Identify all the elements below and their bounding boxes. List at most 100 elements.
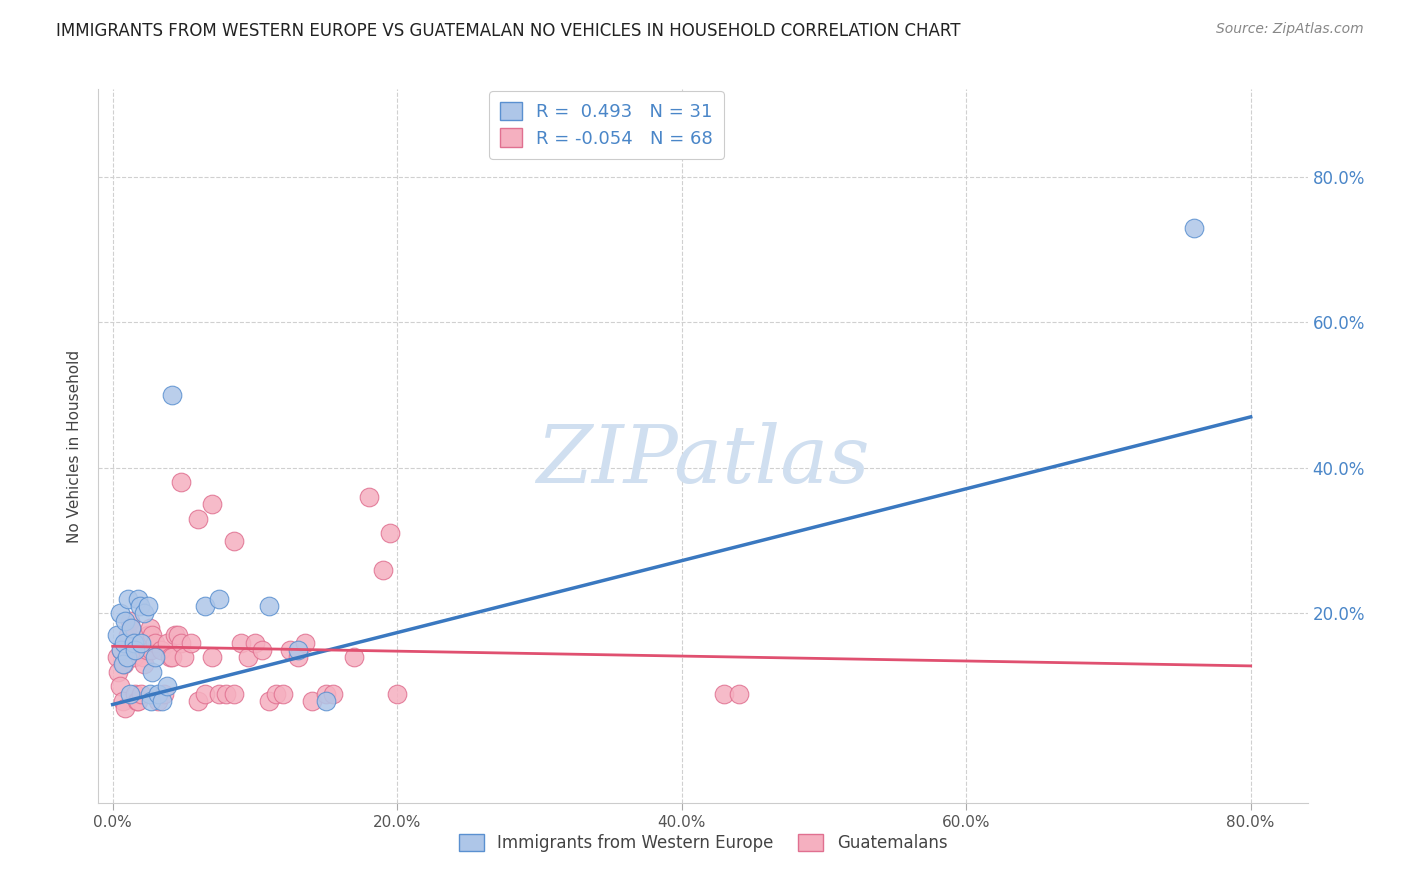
Point [135,643,157,657]
Point [236,650,259,665]
Point [129,687,152,701]
Point [287,643,309,657]
Point [713,687,735,701]
Point [111,657,134,672]
Point [315,687,337,701]
Point [343,650,366,665]
Point [136,628,159,642]
Text: ZIPatlas: ZIPatlas [536,422,870,499]
Point [152,694,174,708]
Point [138,621,160,635]
Point [229,635,252,649]
Point [128,643,150,657]
Point [1182,220,1205,235]
Text: Source: ZipAtlas.com: Source: ZipAtlas.com [1216,22,1364,37]
Point [727,687,749,701]
Point [201,650,224,665]
Point [134,635,156,649]
Text: IMMIGRANTS FROM WESTERN EUROPE VS GUATEMALAN NO VEHICLES IN HOUSEHOLD CORRELATIO: IMMIGRANTS FROM WESTERN EUROPE VS GUATEM… [56,22,960,40]
Legend: Immigrants from Western Europe, Guatemalans: Immigrants from Western Europe, Guatemal… [451,827,955,859]
Point [131,650,153,665]
Point [165,628,187,642]
Point [143,650,166,665]
Point [141,628,163,642]
Point [287,650,309,665]
Point [120,621,142,635]
Point [117,591,139,606]
Point [194,599,217,614]
Point [115,650,138,665]
Point [108,607,131,621]
Point [315,694,337,708]
Point [139,694,162,708]
Point [128,599,150,614]
Point [105,650,128,665]
Point [107,665,129,679]
Point [208,687,231,701]
Point [357,490,380,504]
Point [150,643,173,657]
Point [132,657,155,672]
Point [136,599,159,614]
Point [105,628,128,642]
Point [222,687,245,701]
Point [108,679,131,693]
Point [273,687,295,701]
Y-axis label: No Vehicles in Household: No Vehicles in Household [67,350,83,542]
Point [180,635,202,649]
Point [222,533,245,548]
Point [110,643,132,657]
Point [138,687,160,701]
Point [127,591,149,606]
Point [112,635,135,649]
Point [115,635,138,649]
Point [162,388,184,402]
Point [122,635,145,649]
Point [111,694,134,708]
Point [167,628,190,642]
Point [280,643,302,657]
Point [146,694,169,708]
Point [215,687,238,701]
Point [378,526,401,541]
Point [122,650,145,665]
Point [141,665,163,679]
Point [153,687,176,701]
Point [173,650,195,665]
Point [170,475,193,490]
Point [159,650,181,665]
Point [124,687,146,701]
Point [187,512,209,526]
Point [129,635,152,649]
Point [117,628,139,642]
Point [162,650,184,665]
Point [294,635,316,649]
Point [112,657,135,672]
Point [322,687,344,701]
Point [124,643,146,657]
Point [121,635,143,649]
Point [250,643,273,657]
Point [208,591,231,606]
Point [118,687,141,701]
Point [120,621,142,635]
Point [156,635,179,649]
Point [243,635,266,649]
Point [118,614,141,628]
Point [114,614,136,628]
Point [156,679,179,693]
Point [114,701,136,715]
Point [371,563,394,577]
Point [201,497,224,511]
Point [143,635,166,649]
Point [146,687,169,701]
Point [110,643,132,657]
Point [187,694,209,708]
Point [264,687,287,701]
Point [194,687,217,701]
Point [257,599,280,614]
Point [127,694,149,708]
Point [385,687,408,701]
Point [170,635,193,649]
Point [139,643,162,657]
